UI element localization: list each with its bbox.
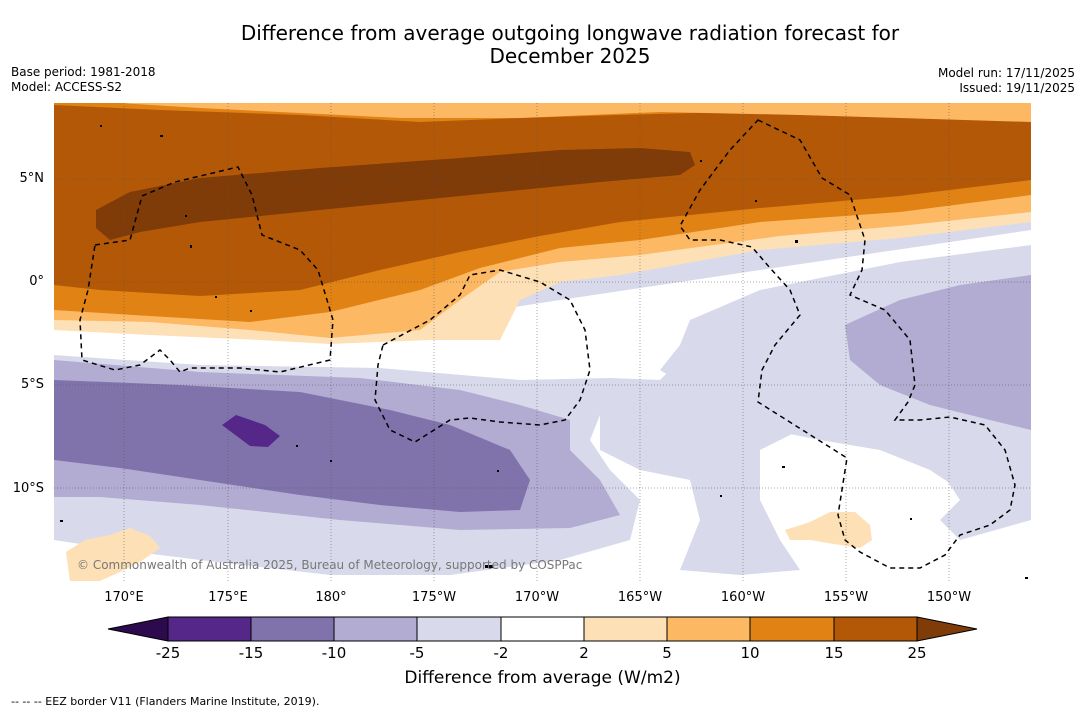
colorbar-bin-9 [833,616,918,642]
title-line-2: December 2025 [489,44,651,68]
colorbar-bin-8 [749,616,835,642]
colorbar-bin-7 [666,616,751,642]
colorbar-bin-3 [333,616,418,642]
colorbar-tick: -15 [238,644,264,662]
colorbar-bin-4 [416,616,502,642]
colorbar-tick: -5 [409,644,425,662]
colorbar-tick: 25 [907,644,927,662]
lat-label-5s: 5°S [20,377,44,392]
colorbar-tick: -10 [321,644,347,662]
colorbar-bin-6 [583,616,668,642]
lat-label-5n: 5°N [19,171,45,186]
lon-label-175w: 175°W [411,590,457,605]
field-east-medium [845,275,1031,430]
lon-label-155w: 155°W [823,590,869,605]
colorbar-tick: -2 [493,644,509,662]
field-south-deep-purple [222,415,280,447]
colorbar-tick: 10 [740,644,760,662]
lon-label-160w: 160°W [720,590,766,605]
field-sw-pale-orange [66,528,160,581]
eez-kiribati-gilbert [79,166,334,373]
eez-phoenix [374,269,591,443]
colorbar-label: Difference from average (W/m2) [404,668,681,688]
colorbar-bin-1 [167,616,252,642]
model-name: Model: ACCESS-S2 [11,80,123,94]
island-dots [60,125,1028,579]
lat-label-0: 0° [29,274,44,289]
lon-label-170e: 170°E [104,590,144,605]
field-neutral-lower [54,305,690,380]
base-period: Base period: 1981-2018 [11,65,156,79]
lon-label-180: 180° [315,590,347,605]
field-dark-brown [96,148,695,240]
colorbar-tick: -25 [155,644,181,662]
eez-borders [79,119,1016,569]
colorbar-low-arrow [107,616,169,642]
map-title: Difference from average outgoing longwav… [0,22,1085,68]
colorbar-bin-5 [500,616,585,642]
field-east-pale-orange [785,512,872,548]
eez-line-islands [679,119,1016,569]
colorbar-high-arrow [916,616,978,642]
issued-date: Issued: 19/11/2025 [959,81,1075,95]
map-field [54,103,1031,581]
colorbar-bin-2 [250,616,335,642]
graticule [54,103,1031,581]
title-line-1: Difference from average outgoing longwav… [240,21,900,45]
lon-label-165w: 165°W [617,590,663,605]
lon-label-150w: 150°W [926,590,972,605]
lon-label-175e: 175°E [208,590,248,605]
colorbar-tick: 2 [579,644,589,662]
run-info: Model run: 17/11/2025 Issued: 19/11/2025 [938,66,1075,96]
lon-label-170w: 170°W [514,590,560,605]
colorbar [107,616,978,642]
model-info: Base period: 1981-2018 Model: ACCESS-S2 [11,65,156,95]
lat-label-10s: 10°S [12,481,44,496]
colorbar-tick: 5 [662,644,672,662]
field-top-light-orange [120,103,1031,122]
model-run-date: Model run: 17/11/2025 [937,66,1075,80]
copyright-text: © Commonwealth of Australia 2025, Bureau… [77,558,583,572]
eez-legend: -- -- -- EEZ border V11 (Flanders Marine… [11,695,320,708]
field-south-dark-purple [54,380,530,512]
colorbar-tick: 15 [824,644,844,662]
field-brown [54,105,1031,296]
